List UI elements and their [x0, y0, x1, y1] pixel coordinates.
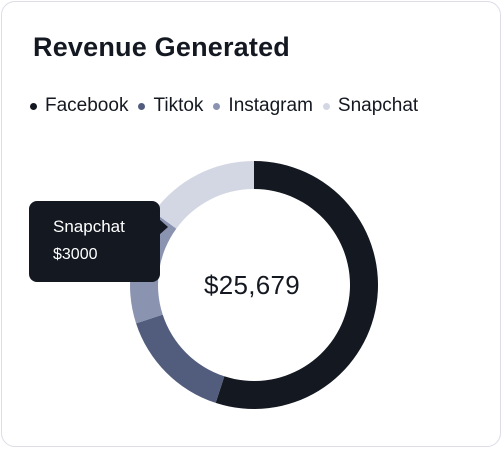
legend-item-tiktok[interactable]: Tiktok	[138, 95, 203, 117]
donut-slice-tiktok[interactable]	[136, 314, 225, 403]
legend-label: Snapchat	[337, 95, 419, 116]
donut-slice-snapchat[interactable]	[153, 161, 254, 229]
legend-item-facebook[interactable]: Facebook	[30, 95, 128, 117]
chart-legend: Facebook Tiktok Instagram Snapchat	[30, 95, 428, 117]
legend-dot-icon	[30, 102, 37, 110]
legend-dot-icon	[213, 102, 221, 110]
legend-label: Facebook	[45, 95, 129, 116]
legend-dot-icon	[322, 102, 330, 110]
chart-tooltip: Snapchat $3000	[29, 201, 168, 282]
legend-dot-icon	[138, 102, 146, 110]
tooltip-label: Snapchat	[53, 217, 125, 236]
total-revenue-value: $25,679	[203, 270, 301, 300]
legend-label: Tiktok	[153, 95, 204, 116]
tooltip-value: $3000	[53, 246, 98, 263]
legend-label: Instagram	[228, 95, 313, 116]
legend-item-instagram[interactable]: Instagram	[213, 95, 313, 117]
donut-slice-facebook[interactable]	[215, 161, 379, 409]
chart-title: Revenue Generated	[33, 32, 290, 62]
legend-item-snapchat[interactable]: Snapchat	[322, 95, 419, 117]
